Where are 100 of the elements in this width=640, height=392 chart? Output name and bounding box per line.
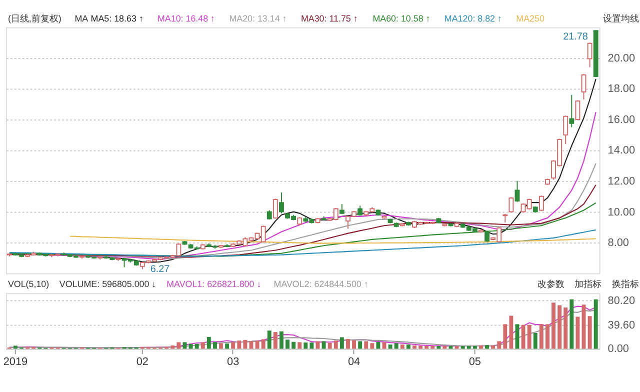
chart-title: VOL(5,10) [8, 279, 50, 290]
bar [340, 337, 344, 349]
text: MA30: 11.75 ↑ [300, 13, 358, 24]
bar [460, 346, 465, 349]
bar [418, 346, 423, 349]
bar [267, 330, 272, 349]
candlestick [587, 42, 592, 68]
bar [261, 339, 266, 349]
bar [194, 344, 199, 349]
bar [400, 344, 404, 349]
x-tick-label: 02 [136, 356, 148, 368]
chart-title: (日线,前复权) [8, 13, 62, 24]
bar [497, 341, 502, 349]
bar [436, 346, 441, 349]
candlestick [514, 180, 520, 202]
bar [576, 316, 580, 349]
bar [310, 342, 314, 349]
bar [225, 343, 230, 349]
bar [442, 346, 447, 349]
bar [200, 342, 205, 349]
bar [521, 324, 526, 349]
text: MA20: 13.14 ↑ [229, 13, 287, 24]
bar [286, 340, 290, 349]
bar [237, 340, 242, 349]
bar [322, 341, 326, 349]
text: MA250 [516, 13, 544, 24]
bar [412, 345, 416, 349]
bar [304, 342, 308, 349]
bar [539, 324, 544, 349]
bar [478, 345, 483, 349]
text: MA60: 10.58 ↑ [372, 13, 430, 24]
text: VOLUME: 596805.000 ↓ [59, 279, 156, 290]
bar [430, 346, 435, 349]
candlestick [581, 74, 586, 100]
bar [298, 342, 302, 349]
bar [219, 343, 224, 349]
annotation: 6.27 [150, 264, 170, 276]
x-tick-label: 03 [227, 356, 240, 368]
bar [509, 316, 514, 349]
bar [170, 345, 175, 349]
y-tick-label: 10.00 [608, 206, 636, 218]
text: MA10: 16.48 ↑ [157, 13, 215, 24]
text: 换指标 [612, 279, 640, 290]
bar [594, 299, 598, 349]
x-tick-label: 04 [348, 356, 360, 368]
bar [255, 340, 260, 349]
candlestick [266, 210, 272, 220]
bar [552, 302, 556, 349]
bar [358, 341, 362, 349]
candlestick [538, 195, 544, 212]
bar [570, 299, 574, 349]
bar [466, 346, 471, 349]
bar [370, 343, 374, 349]
bar [564, 308, 568, 349]
y-tick-label: 20.00 [608, 52, 636, 64]
bar [545, 324, 550, 349]
line-series [8, 229, 596, 257]
candlestick [508, 196, 514, 214]
text: 加指标 [574, 279, 602, 290]
text: MA5: 18.63 ↑ [90, 13, 144, 24]
text: MA120: 8.82 ↑ [444, 13, 502, 24]
bar [558, 305, 562, 349]
bar [13, 346, 18, 349]
y-tick-label: 14.00 [608, 144, 636, 157]
bar [176, 342, 181, 349]
text: 改参数 [537, 279, 564, 290]
annotation: 21.78 [563, 32, 588, 43]
bar [533, 333, 538, 349]
candlestick [278, 192, 284, 214]
bar [527, 324, 532, 349]
bar [206, 336, 211, 349]
x-tick-label: 05 [468, 356, 481, 368]
bar [292, 342, 296, 349]
line-series [69, 236, 596, 244]
y-tick-label: 12.00 [608, 176, 636, 188]
bar [243, 340, 248, 349]
bar [588, 316, 592, 349]
bar [376, 342, 380, 349]
y-tick-label: 16.00 [608, 114, 636, 126]
bar [352, 340, 356, 349]
candlestick [575, 100, 580, 121]
bar [388, 344, 392, 349]
bar [328, 342, 332, 349]
y-tick-label: 18.00 [608, 83, 636, 96]
text: MA [74, 13, 88, 24]
text: MAVOL2: 624844.500 ↑ [274, 279, 368, 290]
bar [485, 345, 490, 349]
bar [503, 324, 508, 349]
bar [188, 344, 193, 349]
y-tick-label: 0.00 [608, 343, 629, 356]
bar [394, 343, 398, 349]
y-tick-label: 39.60 [608, 319, 636, 332]
bar [273, 332, 278, 349]
text: 设置均线 [603, 13, 640, 24]
bar [406, 344, 410, 349]
bar [491, 345, 496, 349]
bar [334, 340, 338, 349]
bar [472, 346, 477, 349]
bar [279, 331, 284, 349]
x-tick-label: 2019 [3, 356, 28, 368]
